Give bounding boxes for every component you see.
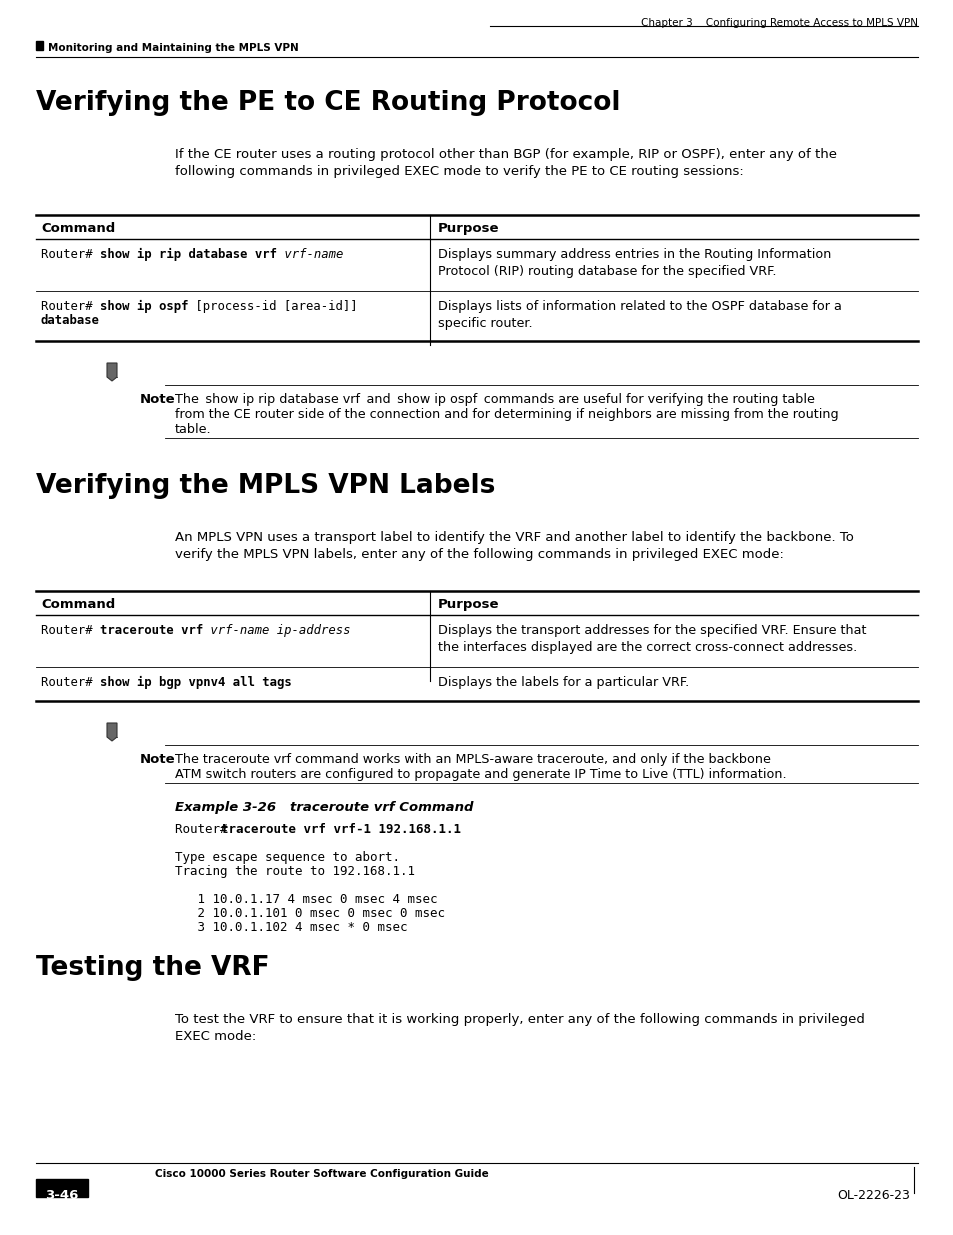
Text: 1 10.0.1.17 4 msec 0 msec 4 msec: 1 10.0.1.17 4 msec 0 msec 4 msec: [174, 893, 437, 906]
Text: vrf-name ip-address: vrf-name ip-address: [203, 624, 351, 637]
Text: [process-id [area-id]]: [process-id [area-id]]: [189, 300, 357, 312]
Text: database: database: [41, 314, 100, 327]
Text: ATM switch routers are configured to propagate and generate IP Time to Live (TTL: ATM switch routers are configured to pro…: [174, 768, 786, 781]
Text: Displays the transport addresses for the specified VRF. Ensure that
the interfac: Displays the transport addresses for the…: [437, 624, 865, 653]
Text: Example 3-26   traceroute vrf Command: Example 3-26 traceroute vrf Command: [174, 802, 473, 814]
Text: Router#: Router#: [41, 248, 100, 261]
Text: show ip rip database vrf: show ip rip database vrf: [100, 248, 276, 261]
Text: from the CE router side of the connection and for determining if neighbors are m: from the CE router side of the connectio…: [174, 408, 838, 421]
Text: Testing the VRF: Testing the VRF: [36, 955, 270, 981]
Text: 3 10.0.1.102 4 msec * 0 msec: 3 10.0.1.102 4 msec * 0 msec: [174, 921, 407, 934]
Text: traceroute vrf: traceroute vrf: [100, 624, 203, 637]
Text: Command: Command: [41, 222, 115, 235]
Text: To test the VRF to ensure that it is working properly, enter any of the followin: To test the VRF to ensure that it is wor…: [174, 1013, 864, 1044]
Text: Cisco 10000 Series Router Software Configuration Guide: Cisco 10000 Series Router Software Confi…: [154, 1170, 488, 1179]
Text: Displays lists of information related to the OSPF database for a
specific router: Displays lists of information related to…: [437, 300, 841, 330]
Text: Router#: Router#: [174, 823, 234, 836]
Text: table.: table.: [174, 424, 212, 436]
Text: Displays summary address entries in the Routing Information
Protocol (RIP) routi: Displays summary address entries in the …: [437, 248, 830, 278]
Text: Purpose: Purpose: [437, 598, 499, 611]
Text: show ip ospf: show ip ospf: [100, 300, 189, 314]
Text: show ip bgp vpnv4 all tags: show ip bgp vpnv4 all tags: [100, 676, 292, 689]
Text: Type escape sequence to abort.: Type escape sequence to abort.: [174, 851, 399, 864]
Text: An MPLS VPN uses a transport label to identify the VRF and another label to iden: An MPLS VPN uses a transport label to id…: [174, 531, 853, 561]
Text: Note: Note: [140, 753, 175, 766]
Text: 2 10.0.1.101 0 msec 0 msec 0 msec: 2 10.0.1.101 0 msec 0 msec 0 msec: [174, 906, 444, 920]
Text: Router#: Router#: [41, 676, 100, 689]
Text: traceroute vrf vrf-1 192.168.1.1: traceroute vrf vrf-1 192.168.1.1: [221, 823, 460, 836]
Text: Verifying the PE to CE Routing Protocol: Verifying the PE to CE Routing Protocol: [36, 90, 619, 116]
Text: Purpose: Purpose: [437, 222, 499, 235]
Text: Chapter 3    Configuring Remote Access to MPLS VPN: Chapter 3 Configuring Remote Access to M…: [640, 19, 917, 28]
Polygon shape: [107, 722, 117, 741]
Text: Verifying the MPLS VPN Labels: Verifying the MPLS VPN Labels: [36, 473, 495, 499]
Text: Note: Note: [140, 393, 175, 406]
Text: Command: Command: [41, 598, 115, 611]
Bar: [36, 41, 43, 49]
Text: Monitoring and Maintaining the MPLS VPN: Monitoring and Maintaining the MPLS VPN: [48, 43, 298, 53]
Text: Router#: Router#: [41, 300, 100, 312]
Text: 3-46: 3-46: [45, 1189, 78, 1202]
Text: vrf-name: vrf-name: [276, 248, 343, 261]
Polygon shape: [107, 363, 117, 382]
Text: Router#: Router#: [41, 624, 100, 637]
Text: The traceroute vrf command works with an MPLS-aware traceroute, and only if the : The traceroute vrf command works with an…: [174, 753, 770, 766]
Text: If the CE router uses a routing protocol other than BGP (for example, RIP or OSP: If the CE router uses a routing protocol…: [174, 148, 836, 178]
Text: Displays the labels for a particular VRF.: Displays the labels for a particular VRF…: [437, 676, 688, 689]
Text: Tracing the route to 192.168.1.1: Tracing the route to 192.168.1.1: [174, 864, 415, 878]
Bar: [36, 1179, 88, 1197]
Text: The  show ip rip database vrf  and  show ip ospf  commands are useful for verify: The show ip rip database vrf and show ip…: [174, 393, 814, 406]
Text: OL-2226-23: OL-2226-23: [836, 1189, 909, 1202]
